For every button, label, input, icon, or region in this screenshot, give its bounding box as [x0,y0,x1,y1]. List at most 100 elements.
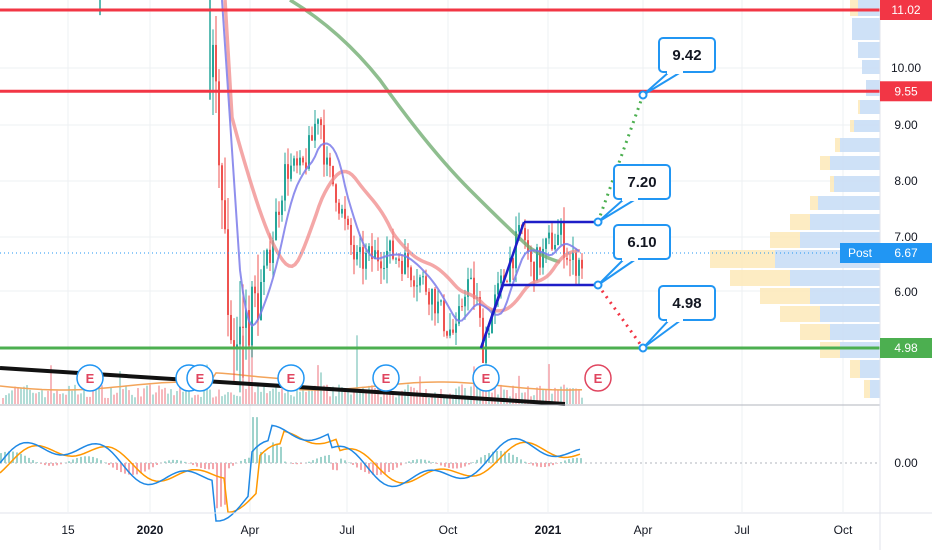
time-tick: 2020 [137,523,164,537]
volume-bar [17,388,19,404]
osc-histogram-bar [440,463,442,466]
volume-profile-buy [810,214,880,230]
volume-profile-sell [858,100,860,114]
volume-bar [251,333,253,404]
volume-bar [359,392,361,404]
volume-bar [110,387,112,404]
volume-bar [119,371,121,404]
candle-body [242,326,244,328]
candle-body [311,135,313,141]
volume-bar [518,375,520,404]
osc-histogram-bar [300,463,302,464]
post-price-label: 6.67 [894,246,918,260]
osc-histogram-bar [376,463,378,476]
earnings-marker[interactable] [186,364,214,392]
osc-histogram-bar [436,463,438,464]
volume-bars [0,324,583,404]
candle-body [422,276,424,278]
earnings-marker[interactable] [472,364,500,392]
earnings-marker[interactable] [76,364,104,392]
price-tick: 8.00 [894,174,918,188]
volume-bar [164,387,166,404]
volume-profile-sell [780,306,820,322]
candle-body [488,333,490,335]
osc-histogram-bar [408,461,410,463]
volume-bar [557,390,559,404]
post-price-tag [880,243,932,263]
earnings-marker[interactable] [277,364,305,392]
volume-bar [56,390,58,404]
candle-body [212,44,214,78]
volume-bar [107,397,109,404]
osc-histogram-bar [228,463,230,469]
callout-7.20[interactable]: 7.20 [593,164,671,227]
volume-bar [503,389,505,404]
volume-bar [212,397,214,404]
candle-body [530,251,532,262]
osc-histogram-bar [348,462,350,463]
volume-bar [2,397,4,404]
candle-body [338,202,340,214]
osc-histogram-bar [340,458,342,463]
volume-bar [137,388,139,404]
volume-bar [209,389,211,404]
osc-histogram-bar [240,460,242,463]
volume-bar [284,393,286,404]
volume-profile-sell [850,360,860,378]
candle-body [431,288,433,305]
volume-bar [11,390,13,404]
candle-body [314,123,316,141]
time-tick: 15 [61,523,75,537]
osc-histogram-bar [84,456,86,463]
candle-body [581,259,583,269]
osc-histogram-bar [76,458,78,463]
osc-histogram-bar [40,463,42,464]
time-tick: Apr [634,523,653,537]
callout-4.98[interactable]: 4.98 [638,285,716,353]
osc-histogram-bar [292,463,294,464]
volume-bar [449,393,451,404]
candle-body [263,265,265,282]
osc-histogram-bar [32,460,34,463]
osc-histogram-bar [96,458,98,463]
candle-body [266,249,268,266]
volume-bar [365,390,367,404]
osc-histogram-bar [328,454,330,463]
price-tick: 6.00 [894,285,918,299]
osc-histogram-bar [296,463,298,465]
candle-body [398,258,400,261]
candle-body [368,246,370,253]
callout-9.42[interactable]: 9.42 [638,37,716,100]
drawings[interactable] [0,94,645,406]
flagpole-line-2[interactable] [479,284,505,349]
volume-bar [326,384,328,404]
osc-histogram-bar [92,456,94,463]
candle-body [320,119,322,126]
osc-histogram-bar [220,463,222,507]
osc-histogram-bar [516,457,518,463]
candle-body [227,229,229,315]
candle-body [563,222,565,259]
level-tag [880,338,932,358]
candle-body [566,258,568,260]
volume-bar [254,392,256,404]
callout-6.10[interactable]: 6.10 [593,224,671,290]
volume-bar [287,387,289,404]
volume-bar [362,386,364,404]
candle-body [452,329,454,333]
earnings-marker[interactable] [372,364,400,392]
candle-body [419,277,421,286]
post-tag-label: Post [848,246,873,260]
earnings-marker[interactable] [584,364,612,392]
moving-averages [221,0,581,328]
candle-body [281,200,283,215]
osc-histogram-bar [396,463,398,468]
volume-bar [185,390,187,404]
horizontal-levels[interactable] [0,8,880,350]
volume-bar [308,389,310,404]
osc-histogram-bar [212,463,214,470]
projection-callouts[interactable]: 9.42 7.20 6.10 4.98 [593,37,716,353]
